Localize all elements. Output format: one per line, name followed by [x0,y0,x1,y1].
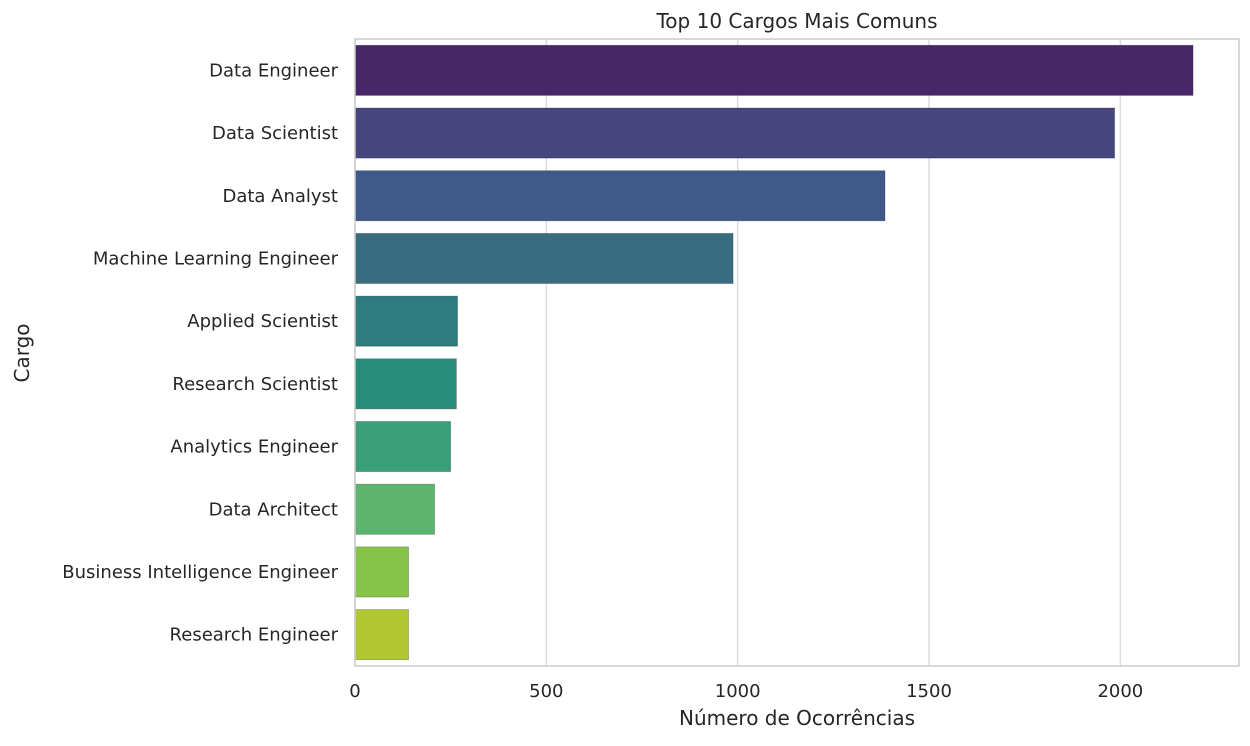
x-tick-label: 0 [349,681,360,702]
bar [354,609,409,661]
bar [354,483,435,535]
chart-title: Top 10 Cargos Mais Comuns [655,9,937,33]
x-tick-label: 1500 [906,681,952,702]
y-tick-label: Business Intelligence Engineer [62,562,338,583]
bar [354,44,1194,96]
x-tick-label: 1000 [715,681,761,702]
plot-frame [354,38,1240,667]
y-tick-label: Data Engineer [209,60,338,81]
bar [354,232,734,284]
x-tick-label: 2000 [1097,681,1143,702]
y-tick-label: Data Scientist [212,123,338,144]
y-tick-label: Analytics Engineer [170,437,338,458]
bar [354,358,457,410]
y-tick-labels: Data Engineer Data Scientist Data Analyst M… [62,60,338,645]
y-axis-label: Cargo [10,323,34,382]
y-tick-label: Data Analyst [222,186,338,207]
bar [354,546,409,598]
x-tick-label: 500 [529,681,563,702]
x-axis-label: Número de Ocorrências [679,706,915,730]
x-tick-labels: 0 500 1000 1500 2000 [349,681,1143,702]
bar [354,170,886,222]
bar [354,421,452,473]
bar [354,295,458,347]
bar [354,107,1116,159]
bars [354,44,1194,661]
y-tick-label: Research Scientist [172,374,338,395]
y-tick-label: Applied Scientist [187,311,338,332]
y-tick-label: Data Architect [209,499,338,520]
y-tick-label: Research Engineer [170,625,339,646]
y-tick-label: Machine Learning Engineer [93,248,339,269]
